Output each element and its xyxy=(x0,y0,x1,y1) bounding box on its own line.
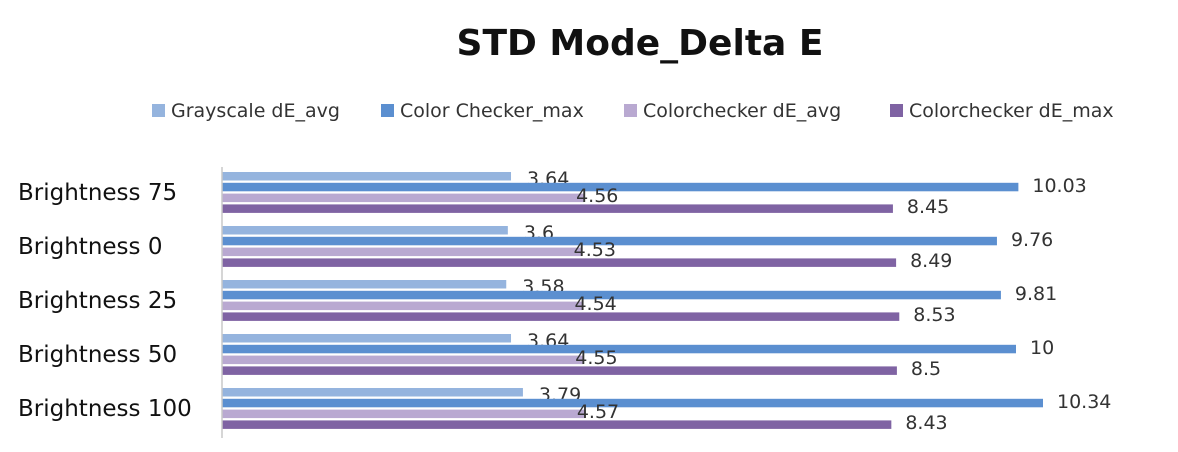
data-label: 10.34 xyxy=(1057,391,1111,413)
data-label: 8.49 xyxy=(910,250,952,272)
data-label: 10.03 xyxy=(1032,175,1086,197)
bar xyxy=(222,409,585,419)
bar xyxy=(222,172,512,181)
data-label: 4.57 xyxy=(577,401,619,423)
legend-label[interactable]: Colorchecker dE_max xyxy=(909,100,1114,122)
legend-label[interactable]: Colorchecker dE_avg xyxy=(643,100,841,122)
bar xyxy=(222,388,523,397)
bar xyxy=(222,258,897,267)
legend-label[interactable]: Color Checker_max xyxy=(400,100,584,122)
legend-swatch xyxy=(890,104,903,117)
bar xyxy=(222,182,1019,192)
data-label: 4.54 xyxy=(574,293,616,315)
category-label: Brightness 0 xyxy=(18,234,162,260)
data-label: 4.56 xyxy=(576,185,618,207)
category-label: Brightness 75 xyxy=(18,180,177,206)
legend-swatch xyxy=(624,104,637,117)
bar xyxy=(222,204,893,213)
bar xyxy=(222,334,512,343)
bar xyxy=(222,420,892,429)
bar xyxy=(222,355,584,365)
category-label: Brightness 25 xyxy=(18,288,177,314)
category-label: Brightness 100 xyxy=(18,396,192,422)
data-label: 8.5 xyxy=(911,358,941,380)
data-label: 9.81 xyxy=(1015,283,1057,305)
legend-swatch xyxy=(381,104,394,117)
bar xyxy=(222,312,900,321)
data-label: 8.45 xyxy=(907,196,949,218)
data-label: 9.76 xyxy=(1011,229,1053,251)
bar xyxy=(222,247,582,257)
plot-area: Brightness 753.64 10.034.56 8.45Brightness… xyxy=(18,168,1111,434)
legend: Grayscale dE_avg Color Checker_max Colorch… xyxy=(152,100,1114,122)
data-label: 8.53 xyxy=(913,304,955,326)
bar xyxy=(222,366,897,375)
bar xyxy=(222,226,508,235)
bar xyxy=(222,290,1001,300)
data-label: 8.43 xyxy=(905,412,947,434)
legend-label[interactable]: Grayscale dE_avg xyxy=(171,100,340,122)
chart-title: STD Mode_Delta E xyxy=(457,23,824,64)
data-label: 4.53 xyxy=(574,239,616,261)
legend-swatch xyxy=(152,104,165,117)
bar xyxy=(222,398,1043,408)
bar xyxy=(222,236,997,246)
data-label: 4.55 xyxy=(575,347,617,369)
category-label: Brightness 50 xyxy=(18,342,177,368)
bar xyxy=(222,344,1016,354)
data-label: 10 xyxy=(1030,337,1054,359)
bar xyxy=(222,301,583,311)
bar xyxy=(222,193,585,203)
bar xyxy=(222,280,507,289)
